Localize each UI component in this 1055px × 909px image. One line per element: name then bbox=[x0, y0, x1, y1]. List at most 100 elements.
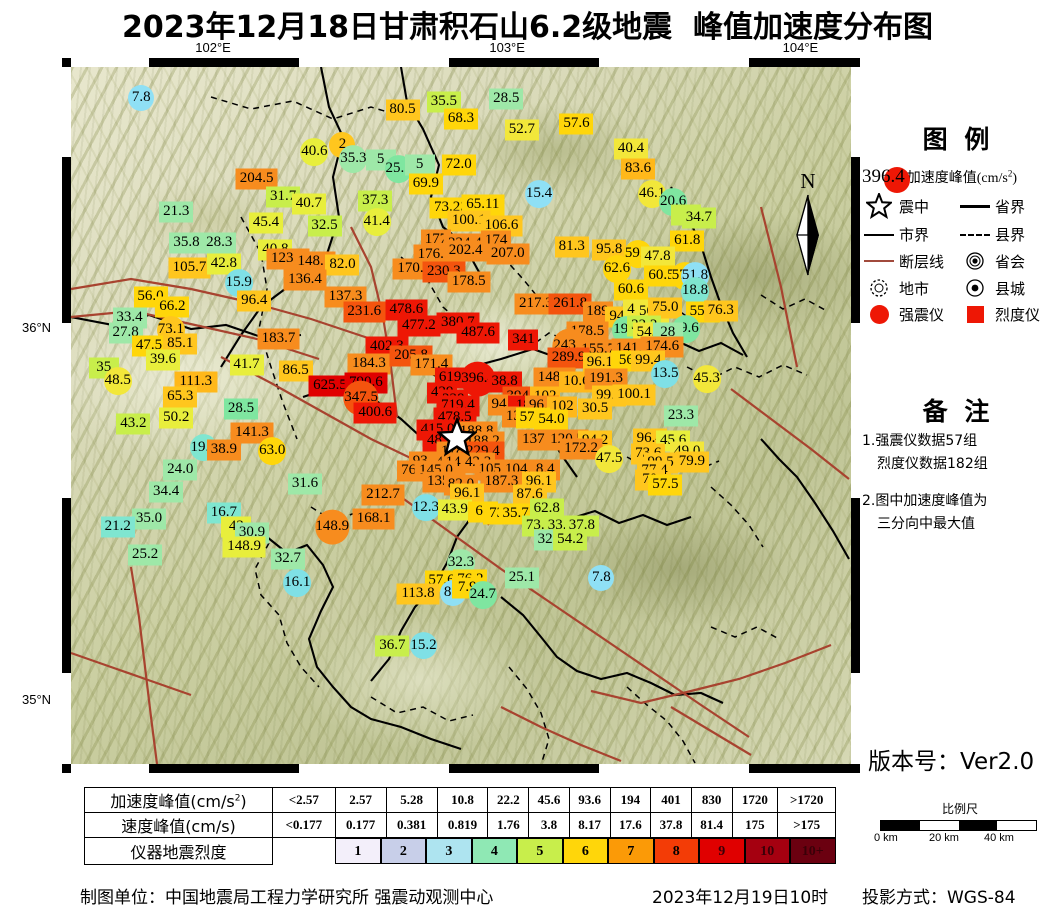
station-marker[interactable]: 96.4 bbox=[237, 290, 272, 312]
station-marker[interactable]: 187.3 bbox=[480, 471, 523, 493]
station-marker[interactable]: 40.7 bbox=[291, 193, 326, 215]
station-marker[interactable]: 23.3 bbox=[663, 405, 698, 427]
station-marker[interactable]: 289.9 bbox=[547, 347, 590, 369]
station-marker[interactable]: 76.3 bbox=[703, 300, 738, 322]
station-marker[interactable]: 15.2 bbox=[407, 631, 441, 660]
station-marker[interactable]: 202.4 bbox=[444, 240, 487, 262]
station-marker[interactable]: 21.2 bbox=[100, 516, 135, 538]
station-marker[interactable]: 172.2 bbox=[559, 438, 603, 460]
station-marker[interactable]: 39.6 bbox=[146, 349, 181, 371]
station-marker[interactable]: 83.6 bbox=[621, 158, 656, 180]
station-marker[interactable]: 42.8 bbox=[206, 253, 241, 275]
station-marker[interactable]: 100.1 bbox=[447, 210, 491, 232]
station-marker[interactable]: 62.6 bbox=[600, 255, 634, 284]
station-marker[interactable]: 24.0 bbox=[163, 459, 198, 481]
station-marker[interactable]: 35.5 bbox=[426, 91, 461, 113]
station-marker[interactable]: 16.1 bbox=[280, 568, 314, 597]
station-marker[interactable]: 141.3 bbox=[230, 422, 274, 444]
station-marker[interactable]: 62.8 bbox=[529, 498, 564, 520]
station-marker[interactable]: 31.7 bbox=[266, 186, 301, 208]
station-marker[interactable]: 148.9 bbox=[311, 509, 354, 545]
station-marker[interactable]: 7.8 bbox=[126, 85, 156, 112]
station-marker[interactable]: 40.4 bbox=[614, 138, 649, 160]
station-marker[interactable]: 48.5 bbox=[101, 366, 135, 395]
station-marker[interactable]: 75.0 bbox=[648, 297, 683, 319]
station-marker[interactable]: 212.7 bbox=[361, 484, 405, 506]
station-marker[interactable]: 60.6 bbox=[614, 279, 649, 301]
station-marker[interactable]: 487.6 bbox=[456, 322, 500, 344]
station-marker[interactable]: 189 bbox=[582, 301, 613, 323]
station-marker[interactable]: 68.3 bbox=[444, 108, 478, 130]
station-marker[interactable]: 47.5 bbox=[592, 444, 626, 473]
station-marker[interactable]: 28.5 bbox=[489, 88, 524, 110]
station-marker[interactable]: 625.5 bbox=[308, 375, 352, 397]
map-container[interactable]: 7.8 80.5 35.5 28.5 68.3 52.7 57.6 40.6 2 35.3 5 25.… bbox=[62, 58, 860, 773]
station-marker[interactable]: 35.8 bbox=[169, 232, 204, 254]
station-marker[interactable]: 35.3 bbox=[336, 145, 370, 173]
station-marker[interactable]: 148.9 bbox=[222, 536, 266, 558]
station-marker[interactable]: 80.5 bbox=[385, 99, 420, 121]
station-marker[interactable]: 32.5 bbox=[307, 215, 342, 237]
station-marker[interactable]: 82.0 bbox=[325, 254, 360, 276]
station-marker[interactable]: 96.1 bbox=[450, 483, 485, 505]
station-marker[interactable]: 105.7 bbox=[168, 257, 211, 279]
station-marker[interactable]: 28.3 bbox=[202, 232, 237, 254]
station-marker[interactable]: 79.9 bbox=[674, 451, 709, 473]
station-marker[interactable]: 36.7 bbox=[375, 635, 410, 657]
station-marker[interactable]: 178.5 bbox=[447, 271, 491, 293]
station-marker[interactable]: 400.6 bbox=[353, 402, 397, 424]
station-marker[interactable]: 15.4 bbox=[522, 179, 556, 208]
station-marker[interactable]: 52.7 bbox=[504, 119, 539, 141]
station-marker[interactable]: 69.9 bbox=[408, 173, 443, 195]
station-marker[interactable]: 45.4 bbox=[249, 212, 283, 234]
station-marker[interactable]: 34.7 bbox=[681, 207, 716, 229]
station-marker[interactable]: 184.3 bbox=[347, 353, 391, 375]
station-marker[interactable]: 341 bbox=[508, 329, 539, 351]
station-marker[interactable]: 477.2 bbox=[397, 315, 441, 337]
station-marker[interactable]: 25.2 bbox=[128, 544, 163, 566]
station-marker[interactable]: 25.1 bbox=[504, 567, 539, 589]
station-marker[interactable]: 136.4 bbox=[283, 269, 327, 291]
station-marker[interactable]: 81.3 bbox=[554, 236, 589, 258]
station-marker[interactable]: 40.6 bbox=[297, 138, 331, 166]
station-marker[interactable]: 30.5 bbox=[578, 398, 613, 420]
station-marker[interactable]: 31.6 bbox=[288, 473, 322, 495]
station-marker[interactable]: 47.8 bbox=[640, 246, 675, 268]
station-marker[interactable]: 95.8 bbox=[592, 239, 627, 261]
station-marker[interactable]: 57.6 bbox=[559, 113, 594, 135]
station-marker[interactable]: 60.5 bbox=[644, 265, 679, 287]
station-marker[interactable]: 34.4 bbox=[149, 481, 184, 503]
station-marker[interactable]: 54.0 bbox=[534, 409, 569, 431]
station-marker[interactable]: 100.1 bbox=[612, 384, 656, 406]
station-marker[interactable]: 261.8 bbox=[548, 293, 592, 315]
station-marker[interactable]: 231.6 bbox=[343, 301, 386, 323]
station-marker[interactable]: 12.3 bbox=[409, 493, 443, 522]
station-marker[interactable]: 204.5 bbox=[235, 168, 278, 190]
station-marker[interactable]: 66.2 bbox=[155, 296, 190, 318]
station-marker[interactable]: 168.1 bbox=[352, 508, 395, 530]
station-marker[interactable]: 65.3 bbox=[163, 386, 198, 408]
station-marker[interactable]: 45.3 bbox=[690, 365, 724, 394]
station-marker[interactable]: 43.9 bbox=[437, 499, 472, 521]
station-marker[interactable]: 96.1 bbox=[582, 352, 617, 374]
station-marker[interactable]: 18.8 bbox=[678, 277, 712, 306]
station-marker[interactable]: 24.7 bbox=[466, 580, 500, 609]
station-marker[interactable]: 148.1 bbox=[293, 251, 336, 273]
station-marker[interactable]: 86.5 bbox=[278, 360, 313, 382]
station-marker[interactable]: 21.3 bbox=[159, 201, 194, 223]
station-marker[interactable]: 61.8 bbox=[670, 230, 705, 252]
station-marker[interactable]: 113.8 bbox=[396, 583, 440, 605]
station-marker[interactable]: 32.7 bbox=[270, 548, 305, 570]
station-marker[interactable]: 41.7 bbox=[229, 354, 264, 376]
station-marker[interactable]: 57.5 bbox=[648, 474, 683, 496]
station-marker[interactable]: 43.2 bbox=[116, 413, 151, 435]
station-marker[interactable]: 38.9 bbox=[206, 439, 241, 461]
map-canvas[interactable]: 7.8 80.5 35.5 28.5 68.3 52.7 57.6 40.6 2 35.3 5 25.… bbox=[71, 67, 851, 764]
station-marker[interactable]: 63.0 bbox=[255, 437, 289, 465]
station-marker[interactable]: 35.0 bbox=[132, 508, 166, 530]
station-marker[interactable]: 5 bbox=[404, 154, 435, 176]
station-marker[interactable]: 207.0 bbox=[486, 243, 530, 265]
station-marker[interactable]: 72.0 bbox=[441, 154, 476, 176]
station-marker[interactable]: 478.6 bbox=[385, 299, 428, 321]
station-marker[interactable]: 54.2 bbox=[553, 529, 588, 551]
